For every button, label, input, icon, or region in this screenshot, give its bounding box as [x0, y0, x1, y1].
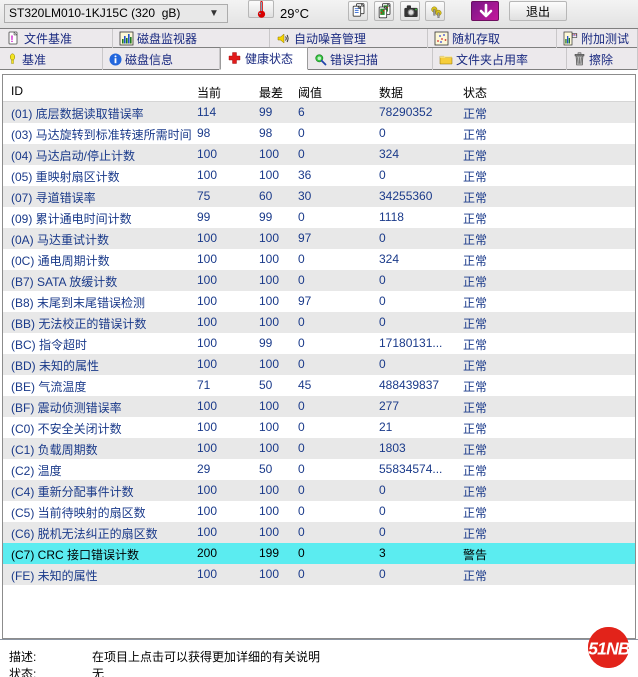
svg-text:!: !: [11, 34, 14, 44]
svg-text:51NB: 51NB: [588, 639, 629, 659]
